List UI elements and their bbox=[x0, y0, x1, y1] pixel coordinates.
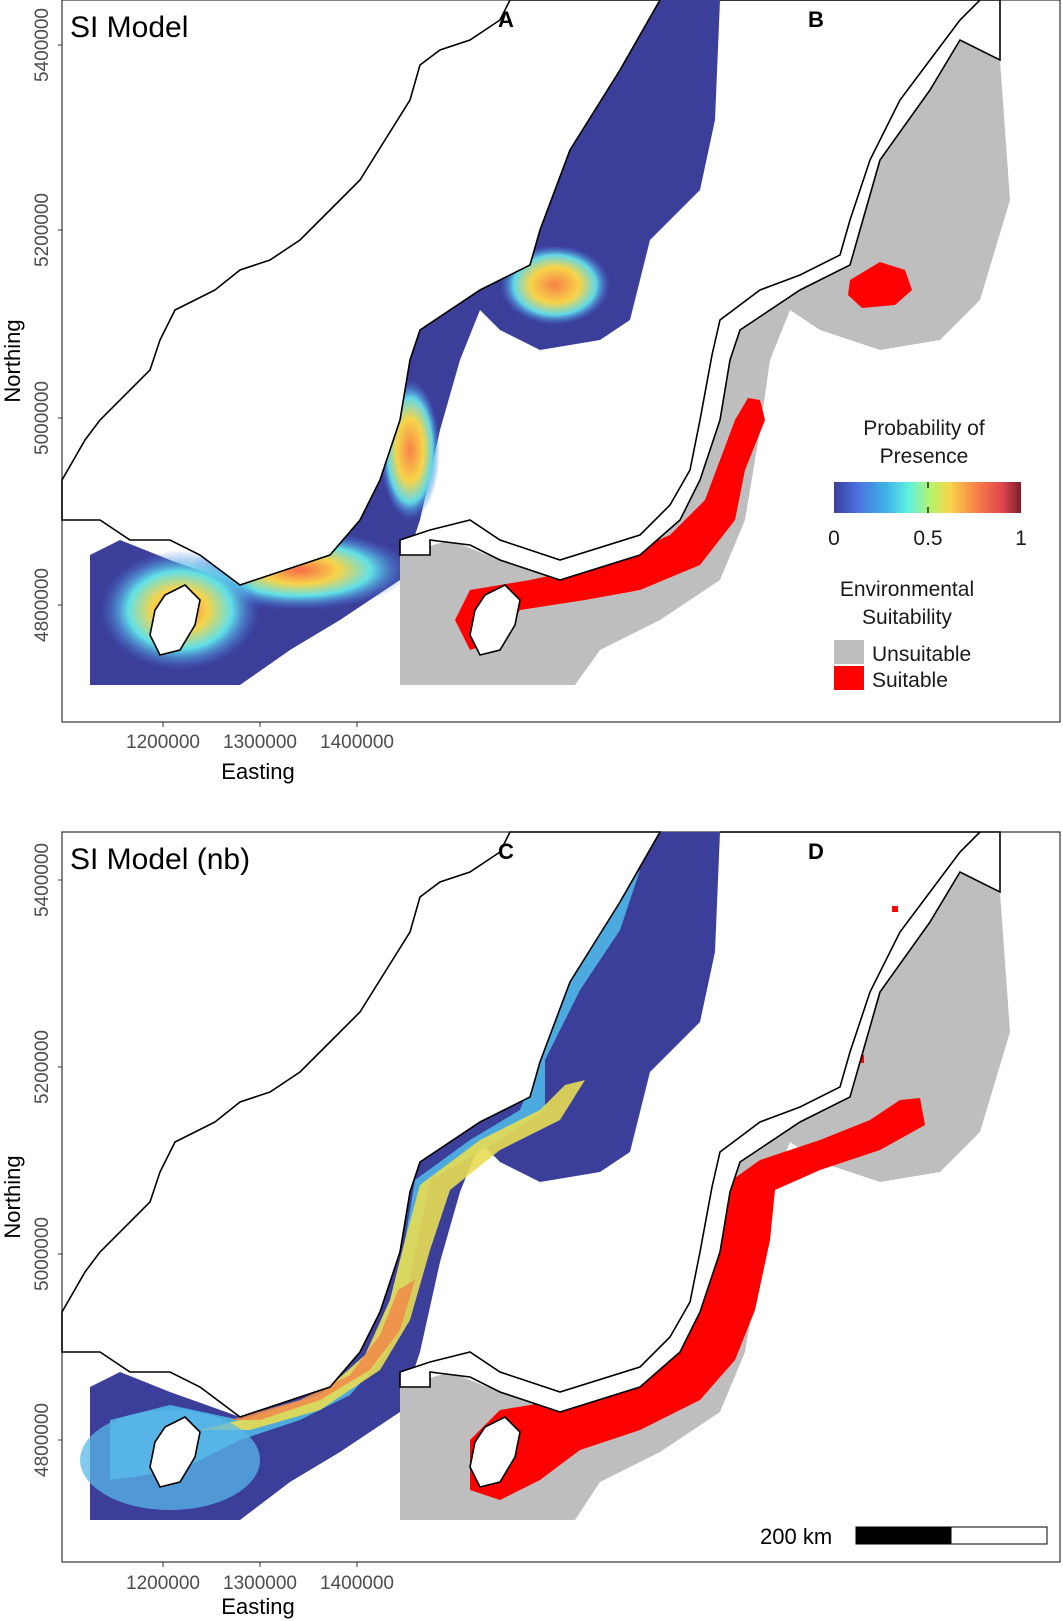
x-label-bottom: Easting bbox=[221, 1594, 294, 1619]
x-axis-top: 1200000 1300000 1400000 bbox=[126, 722, 394, 753]
panel-letter-b: B bbox=[808, 7, 824, 32]
legend-tick-05: 0.5 bbox=[913, 527, 942, 550]
stewart-island-c bbox=[149, 1416, 201, 1488]
scale-bar: 200 km bbox=[760, 1524, 1048, 1549]
suitable-d-patch-1 bbox=[892, 906, 898, 912]
y-label-top: Northing bbox=[0, 319, 25, 402]
x-tick-top-1: 1200000 bbox=[126, 732, 200, 753]
legend-swatch-unsuitable bbox=[834, 640, 864, 664]
y-tick-top-3: 5000000 bbox=[32, 381, 53, 455]
legend-prob-title-1: Probability of bbox=[863, 417, 985, 440]
y-axis-bottom: 5400000 5200000 5000000 4800000 bbox=[32, 843, 62, 1477]
band-c-orange bbox=[230, 1280, 415, 1420]
suitable-b-coast bbox=[455, 398, 765, 650]
y-tick-bottom-4: 4800000 bbox=[32, 1403, 53, 1477]
stewart-island-d bbox=[469, 1416, 521, 1488]
scale-bar-label: 200 km bbox=[760, 1524, 832, 1549]
legend-suit-title-1: Environmental bbox=[840, 578, 974, 601]
panel-letter-c: C bbox=[498, 839, 514, 864]
map-b bbox=[400, 40, 1010, 685]
x-tick-bottom-3: 1400000 bbox=[320, 1573, 394, 1594]
panel-bottom-title: SI Model (nb) bbox=[70, 843, 250, 876]
y-tick-top-2: 5200000 bbox=[32, 193, 53, 267]
x-label-top: Easting bbox=[221, 759, 294, 784]
band-c-yellow bbox=[200, 1080, 585, 1430]
legend-label-suitable: Suitable bbox=[872, 669, 948, 692]
stewart-island-b bbox=[469, 584, 521, 656]
panel-bottom: SI Model (nb) C D 5400000 5200000 500000… bbox=[0, 831, 1061, 1619]
y-tick-bottom-1: 5400000 bbox=[32, 843, 53, 917]
stewart-island-a bbox=[149, 584, 201, 656]
x-tick-top-2: 1300000 bbox=[223, 732, 297, 753]
coastline-top-right bbox=[399, 0, 1001, 581]
panel-top: SI Model A B 5400000 5200000 5000000 480… bbox=[0, 0, 1061, 784]
panel-letter-a: A bbox=[498, 7, 514, 32]
coastline-bottom-right bbox=[399, 831, 1001, 1413]
panel-top-title: SI Model bbox=[70, 11, 188, 44]
legend: Probability of Presence 0 0.5 1 Environm… bbox=[828, 417, 1027, 692]
y-tick-top-1: 5400000 bbox=[32, 8, 53, 82]
y-tick-top-4: 4800000 bbox=[32, 568, 53, 642]
y-tick-bottom-3: 5000000 bbox=[32, 1217, 53, 1291]
legend-prob-title-2: Presence bbox=[880, 445, 969, 468]
x-tick-bottom-2: 1300000 bbox=[223, 1573, 297, 1594]
y-axis-top: 5400000 5200000 5000000 4800000 bbox=[32, 8, 62, 642]
y-tick-bottom-2: 5200000 bbox=[32, 1030, 53, 1104]
legend-label-unsuitable: Unsuitable bbox=[872, 643, 971, 666]
panel-letter-d: D bbox=[808, 839, 824, 864]
coastline-top bbox=[61, 0, 661, 586]
x-tick-top-3: 1400000 bbox=[320, 732, 394, 753]
legend-tick-1: 1 bbox=[1015, 527, 1027, 550]
x-tick-bottom-1: 1200000 bbox=[126, 1573, 200, 1594]
suitable-b-north bbox=[848, 262, 912, 308]
x-axis-bottom: 1200000 1300000 1400000 bbox=[126, 1562, 394, 1594]
legend-swatch-suitable bbox=[834, 666, 864, 690]
coastline-bottom bbox=[61, 831, 662, 1418]
legend-suit-title-2: Suitability bbox=[862, 606, 952, 629]
legend-tick-0: 0 bbox=[828, 527, 840, 550]
y-label-bottom: Northing bbox=[0, 1155, 25, 1238]
